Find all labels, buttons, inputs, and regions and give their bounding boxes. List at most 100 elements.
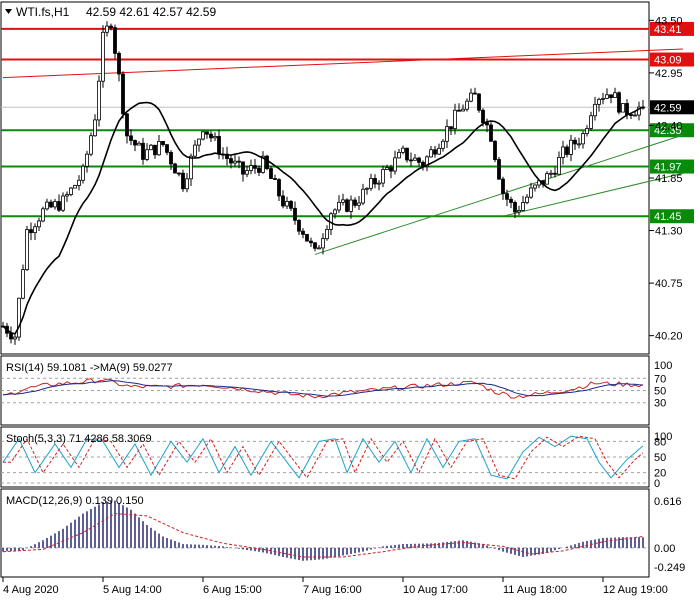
candle-body	[157, 141, 161, 156]
candle-body	[81, 165, 85, 181]
ohlc-readout: 42.59 42.61 42.57 42.59	[86, 5, 216, 19]
candle-body	[445, 126, 449, 142]
candle-body	[497, 159, 501, 180]
candle-body	[629, 114, 633, 116]
candle-body	[353, 199, 357, 206]
candle-body	[69, 187, 73, 195]
candle-body	[609, 94, 613, 98]
candle-body	[125, 113, 129, 137]
candle-body	[33, 226, 37, 234]
candle-body	[13, 336, 17, 340]
candle-body	[173, 163, 177, 174]
candle-body	[153, 144, 157, 156]
candle-body	[317, 247, 321, 250]
candle-body	[469, 92, 473, 102]
candle-body	[17, 297, 21, 338]
candle-body	[605, 94, 609, 99]
price-tick-label: 42.95	[655, 68, 683, 80]
candle-body	[253, 165, 257, 169]
candle-body	[133, 140, 137, 146]
trend-line	[2, 48, 684, 79]
candle-body	[149, 144, 153, 151]
candle-body	[21, 269, 25, 299]
price-tick-label: 40.20	[655, 331, 683, 343]
candle-body	[533, 184, 537, 189]
candle-body	[409, 159, 413, 162]
support-level-badge	[650, 123, 694, 138]
candle-body	[637, 106, 641, 116]
candle-body	[549, 172, 553, 175]
candle-body	[77, 179, 81, 186]
stoch-signal-line	[3, 435, 644, 480]
candle-body	[481, 109, 485, 124]
candle-body	[625, 103, 629, 115]
candle-body	[289, 200, 293, 209]
candle-body	[197, 138, 201, 146]
candle-body	[465, 100, 469, 110]
stoch-tick-label: 0	[654, 478, 660, 490]
stoch-tick-label: 80	[654, 436, 666, 448]
candle-body	[49, 201, 53, 208]
candle-body	[509, 198, 513, 203]
candle-body	[477, 93, 481, 111]
support-level-label: 41.45	[654, 211, 682, 223]
macd-tick-label: 0.00	[654, 543, 675, 555]
candle-body	[617, 92, 621, 113]
candle-body	[385, 167, 389, 170]
candle-body	[521, 202, 525, 211]
candle-body	[93, 119, 97, 137]
candle-body	[269, 168, 273, 179]
candle-body	[213, 136, 217, 139]
collapse-triangle-icon[interactable]	[5, 9, 12, 14]
candle-body	[121, 73, 125, 115]
candle-body	[305, 233, 309, 242]
candle-body	[493, 140, 497, 160]
rsi-tick-label: 70	[654, 373, 666, 385]
candle-body	[489, 124, 493, 142]
candle-body	[597, 99, 601, 105]
trend-lines	[2, 48, 684, 255]
candle-body	[577, 143, 581, 146]
candle-body	[169, 151, 173, 165]
candle-body	[453, 109, 457, 130]
trend-line	[314, 134, 684, 255]
rsi-line	[2, 378, 644, 399]
candle-body	[333, 209, 337, 215]
candle-body	[29, 229, 33, 234]
candle-body	[161, 141, 165, 146]
candle-body	[525, 196, 529, 203]
candle-body	[373, 178, 377, 185]
candle-body	[565, 146, 569, 155]
candle-body	[257, 167, 261, 173]
price-tick-label: 41.30	[655, 226, 683, 238]
candle-body	[621, 103, 625, 113]
candle-body	[553, 172, 557, 175]
macd-pane-frame	[0, 488, 650, 578]
time-tick-label: 10 Aug 17:00	[403, 584, 468, 596]
rsi-title: RSI(14) 59.1081 ->MA(9) 59.0277	[6, 362, 173, 374]
candle-body	[105, 25, 109, 33]
stochastic-indicator: 80 50 200 100	[1, 431, 672, 490]
candle-body	[241, 161, 245, 175]
candle-body	[165, 144, 169, 153]
candle-body	[545, 173, 549, 185]
candle-body	[513, 202, 517, 213]
candle-body	[141, 142, 145, 160]
candle-body	[73, 185, 77, 189]
candle-body	[117, 52, 121, 75]
support-level-badge	[650, 159, 694, 174]
candle-body	[281, 195, 285, 207]
candle-body	[389, 167, 393, 172]
candle-body	[345, 199, 349, 212]
candle-body	[429, 149, 433, 158]
symbol-title: WTI.fs,H1	[16, 5, 70, 19]
candle-body	[413, 157, 417, 161]
macd-tick-label: 0.616	[654, 496, 682, 508]
candle-body	[393, 157, 397, 172]
candle-body	[89, 135, 93, 155]
candle-body	[613, 92, 617, 98]
candle-body	[113, 27, 117, 54]
resistance-level-label: 43.09	[654, 55, 682, 67]
